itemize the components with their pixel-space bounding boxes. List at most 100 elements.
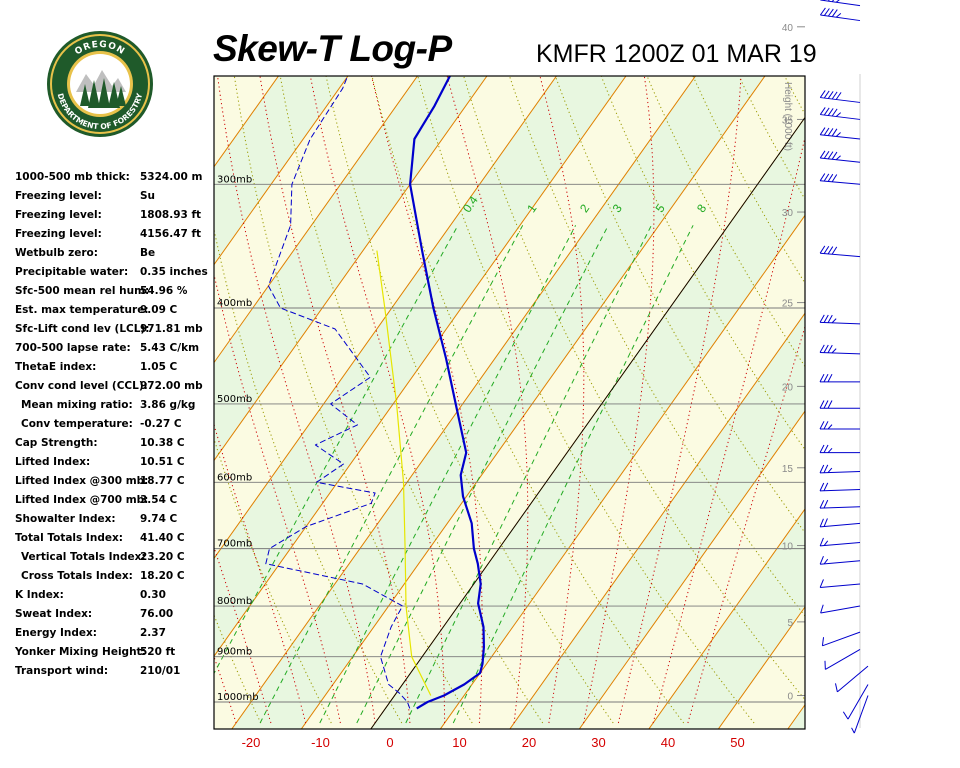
wind-barb-feather bbox=[831, 348, 837, 354]
pressure-label: 400mb bbox=[217, 298, 252, 309]
wind-barb-feather bbox=[831, 128, 838, 137]
wind-barbs bbox=[819, 0, 869, 734]
isotherm-line bbox=[214, 76, 627, 658]
wind-barb-staff bbox=[820, 0, 861, 7]
dry-adiabat-line bbox=[554, 76, 805, 534]
stat-value: 3.86 g/kg bbox=[140, 399, 196, 411]
pressure-label: 700mb bbox=[217, 539, 252, 550]
wind-barb bbox=[820, 0, 861, 7]
logo-ring-outline bbox=[50, 34, 150, 134]
wind-barb-feather bbox=[827, 91, 834, 99]
stat-value: 18.20 C bbox=[140, 570, 185, 582]
wind-barb-feather bbox=[819, 464, 825, 474]
wind-barb-feather bbox=[823, 373, 829, 383]
wind-barb-feather bbox=[827, 151, 834, 160]
wind-barb-feather bbox=[823, 540, 829, 546]
wind-barb-staff bbox=[847, 684, 869, 720]
wind-barb-feather bbox=[835, 0, 840, 3]
stat-row: Freezing level: Su bbox=[15, 187, 220, 206]
isotherm-line bbox=[231, 76, 697, 729]
plot-frame bbox=[213, 75, 806, 730]
wind-barb-staff bbox=[820, 351, 861, 355]
height-axis: Height (1000 ft)05101520253035404550 bbox=[782, 23, 805, 703]
stat-label: Lifted Index @700 mb: bbox=[15, 494, 149, 506]
stat-label: Yonker Mixing Height: bbox=[15, 646, 146, 658]
stat-row: Vertical Totals Index: 23.20 C bbox=[15, 548, 220, 567]
temperature-band bbox=[0, 71, 4, 734]
isotherm-line bbox=[787, 703, 805, 729]
dry-adiabat-line bbox=[692, 76, 805, 284]
dewpoint-line bbox=[265, 76, 411, 709]
wind-barb-feather bbox=[823, 444, 829, 453]
stat-row: 700-500 lapse rate: 5.43 C/km bbox=[15, 339, 220, 358]
wind-barb-feather bbox=[835, 92, 842, 100]
wind-barb-feather bbox=[819, 150, 826, 159]
wind-barb bbox=[819, 127, 861, 140]
wind-barb-feather bbox=[831, 174, 838, 183]
pressure-label: 200mb bbox=[217, 0, 252, 11]
wind-barb-feather bbox=[827, 467, 833, 473]
wind-barb-staff bbox=[820, 114, 861, 120]
wind-barb bbox=[819, 400, 860, 409]
temperature-band bbox=[301, 76, 805, 729]
wind-barb bbox=[819, 90, 861, 103]
wind-barb-feather bbox=[823, 8, 830, 16]
stat-label: K Index: bbox=[15, 589, 64, 601]
moist-adiabat-line bbox=[652, 134, 805, 724]
stat-value: 23.20 C bbox=[140, 551, 185, 563]
stat-value: 4156.47 ft bbox=[140, 228, 202, 240]
x-tick-label: 40 bbox=[661, 735, 675, 750]
x-tick-label: -10 bbox=[311, 735, 330, 750]
stat-label: Showalter Index: bbox=[15, 513, 116, 525]
stat-value: 0.35 inches bbox=[140, 266, 208, 278]
wind-barb bbox=[819, 537, 861, 547]
wind-barb-feather bbox=[827, 173, 834, 182]
stat-row: Conv cond level (CCL): 972.00 mb bbox=[15, 377, 220, 396]
wind-barb bbox=[819, 444, 860, 454]
stat-label: Mean mixing ratio: bbox=[21, 399, 133, 411]
moist-adiabat-line bbox=[217, 76, 376, 724]
dry-adiabat-line bbox=[898, 0, 960, 723]
wind-barb-feather bbox=[823, 245, 830, 254]
x-tick-label: 30 bbox=[591, 735, 605, 750]
stat-row: 1000-500 mb thick: 5324.00 m bbox=[15, 168, 220, 187]
height-tick-label: 5 bbox=[787, 618, 793, 629]
stat-label: Freezing level: bbox=[15, 190, 102, 202]
reference-line bbox=[370, 116, 805, 729]
isotherm-line bbox=[214, 76, 419, 364]
wind-barb-feather bbox=[827, 8, 834, 17]
wind-barb-feather bbox=[819, 314, 825, 323]
wind-barb-feather bbox=[831, 0, 835, 3]
height-axis-label: Height (1000 ft) bbox=[782, 82, 793, 151]
x-tick-label: -20 bbox=[242, 735, 261, 750]
wind-barb-staff bbox=[820, 522, 861, 528]
dry-adiabat-line bbox=[417, 76, 755, 724]
wind-barb bbox=[819, 107, 861, 120]
stat-row: Transport wind: 210/01 bbox=[15, 662, 220, 681]
wind-barb-staff bbox=[820, 14, 861, 22]
wind-barb-feather bbox=[823, 150, 830, 159]
wind-barb-staff bbox=[853, 695, 869, 734]
wind-barb-feather bbox=[827, 246, 834, 255]
stat-row: Lifted Index @300 mb: 18.77 C bbox=[15, 472, 220, 491]
isotherm-line bbox=[717, 606, 805, 729]
wind-barb-feather bbox=[819, 7, 826, 16]
height-tick-label: 0 bbox=[787, 692, 793, 703]
stat-row: Conv temperature: -0.27 C bbox=[15, 415, 220, 434]
stat-value: 10.38 C bbox=[140, 437, 185, 449]
wind-barb-feather bbox=[827, 344, 833, 353]
height-tick-label: 25 bbox=[782, 299, 794, 310]
wind-barb bbox=[819, 464, 861, 474]
wind-barb bbox=[819, 518, 861, 528]
wind-barb bbox=[819, 173, 861, 185]
dry-adiabat-line bbox=[862, 0, 960, 723]
stat-row: Sfc-500 mean rel hum: 54.96 % bbox=[15, 282, 220, 301]
isotherm-line bbox=[0, 71, 4, 734]
wind-barb bbox=[819, 7, 861, 22]
moist-adiabat-line bbox=[539, 76, 585, 724]
stat-value: 1808.93 ft bbox=[140, 209, 202, 221]
stat-label: 700-500 lapse rate: bbox=[15, 342, 131, 354]
isotherm-line bbox=[0, 71, 213, 734]
wind-barb-feather bbox=[821, 637, 825, 646]
wind-barb-feather bbox=[835, 13, 842, 18]
